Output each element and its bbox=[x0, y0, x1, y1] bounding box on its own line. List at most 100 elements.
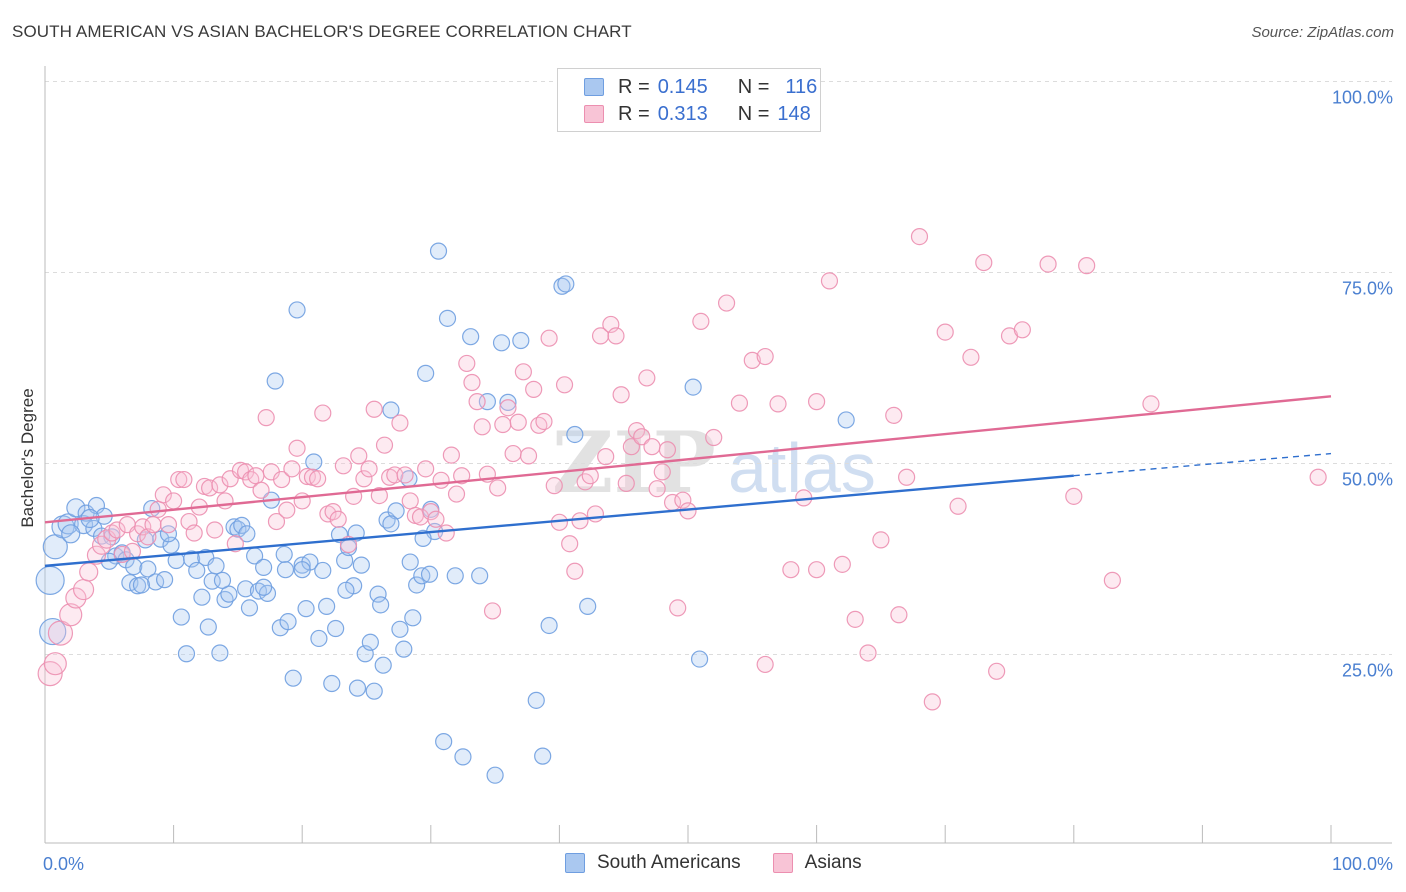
data-point bbox=[1103, 571, 1121, 589]
data-point bbox=[35, 565, 65, 595]
data-point bbox=[782, 561, 800, 579]
data-point bbox=[653, 463, 671, 481]
grid bbox=[45, 81, 1392, 655]
watermark: ZIP atlas bbox=[552, 413, 876, 512]
legend-item-asians[interactable]: Asians bbox=[772, 852, 862, 874]
data-point bbox=[512, 331, 530, 350]
legend-n-value: 148 bbox=[777, 102, 811, 125]
data-point bbox=[372, 596, 390, 614]
data-point bbox=[66, 498, 86, 518]
data-point bbox=[527, 691, 545, 709]
y-tick-label: 100.0% bbox=[1332, 88, 1393, 108]
data-point bbox=[355, 470, 373, 488]
data-point bbox=[514, 363, 532, 381]
data-point bbox=[447, 485, 466, 503]
data-point bbox=[350, 447, 368, 465]
data-point bbox=[674, 491, 692, 509]
data-point bbox=[540, 329, 558, 347]
data-point bbox=[327, 619, 345, 638]
data-point bbox=[139, 560, 157, 578]
legend-n-value: 116 bbox=[785, 75, 818, 98]
data-point bbox=[949, 497, 967, 515]
data-point bbox=[59, 603, 83, 627]
data-point bbox=[365, 400, 383, 418]
data-point bbox=[273, 470, 291, 489]
data-point bbox=[159, 525, 178, 543]
data-point bbox=[86, 545, 107, 565]
legend-n-label: N = bbox=[737, 102, 770, 125]
data-point bbox=[237, 580, 255, 598]
data-point bbox=[898, 468, 916, 486]
data-point bbox=[297, 600, 315, 618]
legend-r-label: R = bbox=[618, 75, 650, 98]
data-point bbox=[885, 406, 903, 424]
data-point bbox=[360, 460, 378, 478]
data-point bbox=[579, 597, 597, 615]
data-point bbox=[414, 529, 432, 547]
data-point bbox=[962, 348, 980, 366]
data-point bbox=[310, 629, 328, 648]
series-legend: South Americans Asians bbox=[565, 852, 894, 874]
data-point bbox=[252, 481, 270, 499]
data-point bbox=[238, 525, 256, 543]
data-point bbox=[597, 448, 615, 466]
data-point bbox=[769, 395, 787, 413]
data-point bbox=[837, 411, 855, 429]
data-point bbox=[170, 470, 188, 489]
data-point bbox=[125, 558, 143, 576]
data-point bbox=[188, 561, 206, 580]
data-point bbox=[233, 516, 251, 534]
data-point bbox=[132, 576, 151, 594]
data-point bbox=[586, 505, 605, 523]
data-point bbox=[323, 674, 341, 693]
data-point bbox=[47, 620, 74, 646]
data-point bbox=[329, 510, 347, 528]
data-point bbox=[154, 486, 172, 504]
data-point bbox=[705, 428, 723, 447]
data-point bbox=[432, 471, 450, 489]
legend-r-label: R = bbox=[618, 102, 650, 125]
watermark-zip: ZIP bbox=[552, 413, 716, 512]
x-tick-label-min: 0.0% bbox=[43, 854, 84, 874]
data-point bbox=[454, 748, 472, 766]
data-point bbox=[545, 477, 563, 495]
y-tick-label: 75.0% bbox=[1342, 279, 1393, 299]
data-point bbox=[429, 242, 448, 260]
data-point bbox=[79, 562, 99, 582]
data-point bbox=[509, 413, 527, 431]
legend-n-label: N = bbox=[737, 75, 770, 98]
data-point bbox=[483, 602, 502, 620]
data-point bbox=[283, 460, 301, 478]
trend-line-south-americans bbox=[44, 474, 1074, 568]
data-point bbox=[391, 620, 409, 638]
data-point bbox=[211, 476, 229, 494]
data-point bbox=[499, 399, 517, 417]
data-point bbox=[165, 492, 183, 510]
series-south-americans bbox=[35, 242, 855, 784]
data-point bbox=[149, 500, 167, 518]
data-point bbox=[352, 556, 370, 574]
data-point bbox=[375, 436, 394, 454]
legend-item-south-americans[interactable]: South Americans bbox=[565, 852, 741, 874]
data-point bbox=[211, 644, 229, 662]
trend-line-asians bbox=[44, 395, 1332, 524]
tick-labels: 25.0% 50.0% 75.0% 100.0% 0.0% 100.0% bbox=[43, 88, 1393, 875]
data-point bbox=[756, 347, 774, 366]
data-point bbox=[374, 656, 392, 674]
legend-swatch-asians bbox=[772, 853, 793, 873]
data-point bbox=[255, 578, 273, 596]
data-point bbox=[293, 561, 311, 579]
data-point bbox=[555, 376, 574, 394]
data-point bbox=[305, 453, 323, 471]
data-point bbox=[540, 616, 558, 635]
data-point bbox=[489, 479, 507, 497]
legend-label-south-americans: South Americans bbox=[597, 852, 741, 873]
trend-line-south-americans-extension bbox=[1073, 452, 1332, 477]
data-point bbox=[566, 425, 584, 444]
data-point bbox=[561, 535, 579, 553]
series-asians bbox=[37, 227, 1327, 711]
data-point bbox=[159, 516, 178, 534]
data-point bbox=[278, 501, 296, 519]
data-point bbox=[420, 565, 439, 583]
legend-row-asians: R = 0.313 N = 148 bbox=[584, 102, 811, 126]
